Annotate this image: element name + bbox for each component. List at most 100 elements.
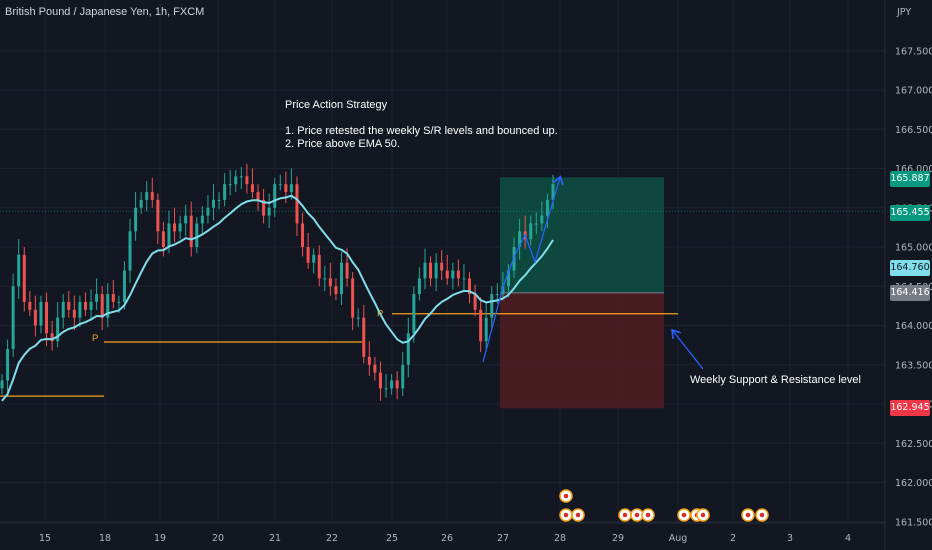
candle-body: [50, 333, 54, 342]
candle-body: [111, 294, 115, 302]
y-tick-label: 167.000: [895, 86, 932, 97]
candle-body: [134, 207, 138, 232]
candle-body: [273, 184, 277, 208]
candle-body: [384, 388, 388, 390]
candle-body: [17, 254, 21, 287]
candle-body: [117, 301, 121, 303]
currency-label: JPY: [896, 7, 911, 18]
candle-body: [6, 349, 10, 381]
candle-body: [234, 176, 238, 185]
candle-body: [518, 231, 522, 247]
candle-body: [28, 301, 32, 310]
candle-body: [22, 254, 26, 302]
candle-body: [334, 286, 338, 295]
candle-body: [378, 372, 382, 389]
candle-body: [67, 301, 71, 310]
candle-body: [462, 278, 466, 280]
candle-body: [245, 176, 249, 185]
candle-body: [33, 309, 37, 326]
pivot-label-1: P: [92, 333, 98, 344]
level-label: Weekly Support & Resistance level: [690, 374, 861, 386]
candle-body: [534, 223, 538, 225]
y-tick-label: 161.500: [895, 517, 932, 528]
candle-body: [306, 247, 310, 263]
candle-body: [340, 262, 344, 295]
candle-body: [284, 184, 288, 193]
candle-body: [178, 223, 182, 232]
candle-body: [395, 380, 399, 389]
x-tick-label: 18: [99, 533, 111, 544]
y-tick-label: 164.000: [895, 321, 932, 332]
event-flag-dot: [622, 512, 628, 518]
tp-price-tag: 165.887: [890, 171, 930, 187]
event-flag-dot: [759, 512, 765, 518]
trend-arrow-upper: [502, 178, 560, 288]
candle-body: [501, 286, 505, 295]
entry-price-tag: 164.416: [890, 285, 930, 301]
x-tick-label: 22: [326, 533, 338, 544]
candle-body: [278, 184, 282, 186]
candle-body: [78, 301, 82, 318]
candle-body: [211, 199, 215, 208]
candle-body: [545, 199, 549, 216]
candle-body: [390, 380, 394, 389]
candle-body: [45, 301, 49, 334]
candle-body: [295, 184, 299, 224]
x-tick-label: 29: [612, 533, 624, 544]
candle-body: [351, 278, 355, 318]
sl-price-tag: 162.945: [890, 400, 930, 416]
candle-body: [440, 262, 444, 271]
x-tick-label: 19: [154, 533, 166, 544]
event-flag-dot: [700, 512, 706, 518]
symbol-title[interactable]: British Pound / Japanese Yen, 1h, FXCM: [5, 6, 205, 18]
candle-body: [173, 223, 177, 232]
candle-body: [406, 333, 410, 365]
x-tick-label: 25: [386, 533, 398, 544]
ema-50-line: [1, 194, 554, 402]
candle-body: [72, 309, 76, 318]
candle-body: [495, 294, 499, 296]
candle-body: [479, 309, 483, 342]
y-tick-label: 166.500: [895, 125, 932, 136]
y-tick-label: 165.000: [895, 243, 932, 254]
strategy-title: Price Action Strategy: [285, 99, 388, 111]
candle-body: [412, 294, 416, 334]
candle-body: [473, 294, 477, 310]
candle-body: [145, 192, 149, 200]
trend-arrow-lower: [482, 286, 504, 363]
x-tick-label: 26: [441, 533, 453, 544]
candle-body: [39, 301, 43, 326]
candle-body: [223, 184, 227, 200]
candle-body: [161, 231, 165, 247]
candle-body: [195, 223, 199, 247]
event-flag-dot: [563, 512, 569, 518]
candle-body: [529, 223, 533, 240]
candle-body: [83, 301, 87, 310]
candle-body: [323, 278, 327, 280]
candle-body: [456, 270, 460, 279]
candle-body: [206, 207, 210, 216]
candle-body: [367, 356, 371, 365]
candle-body: [468, 278, 472, 295]
candle-body: [106, 294, 110, 318]
candle-body: [373, 364, 377, 373]
last-price-tag: 165.455: [890, 205, 930, 221]
x-tick-label: 28: [554, 533, 566, 544]
candle-body: [506, 270, 510, 287]
candle-body: [156, 199, 160, 232]
event-flag-dot: [563, 493, 569, 499]
candle-body: [184, 215, 188, 224]
candle-body: [267, 207, 271, 216]
candle-body: [328, 278, 332, 287]
y-tick-label: 167.500: [895, 46, 932, 57]
candle-body: [551, 184, 555, 200]
candle-body: [312, 254, 316, 263]
candle-body: [345, 262, 349, 279]
event-flag-dot: [681, 512, 687, 518]
candle-body: [250, 184, 254, 193]
candle-body: [167, 223, 171, 247]
candle-body: [217, 199, 221, 201]
x-tick-label: 2: [730, 533, 736, 544]
x-tick-label: 21: [269, 533, 281, 544]
